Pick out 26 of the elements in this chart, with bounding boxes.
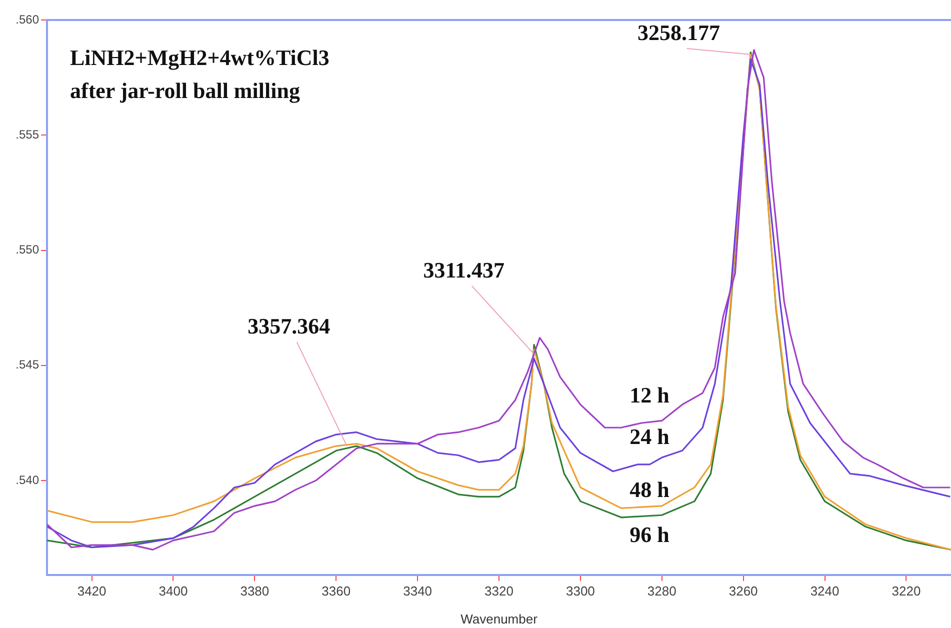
series-label: 96 h — [630, 522, 670, 547]
x-tick-label: 3220 — [892, 583, 921, 598]
annotation: 3258.177 — [638, 20, 720, 46]
annotation: 3357.364 — [248, 314, 330, 339]
x-tick-label: 3280 — [647, 583, 676, 598]
text: after jar-roll ball milling — [70, 78, 300, 103]
series-label: 24 h — [630, 424, 670, 450]
x-tick-label: 3360 — [322, 583, 351, 598]
y-tick-label: .560 — [16, 12, 40, 26]
y-tick-label: .550 — [16, 242, 40, 257]
x-tick-label: 3320 — [484, 583, 514, 598]
series-label: 48 h — [630, 476, 670, 502]
series-label: 12 h — [630, 382, 670, 408]
x-tick-label: 3240 — [810, 583, 840, 598]
x-tick-label: 3300 — [566, 583, 595, 598]
annotation: 3311.437 — [423, 258, 505, 283]
x-tick-label: 3400 — [158, 583, 188, 598]
x-tick-label: 3260 — [728, 583, 758, 598]
x-tick-label: 3380 — [240, 583, 270, 598]
y-tick-label: .540 — [16, 472, 40, 487]
x-tick-label: 3420 — [77, 583, 106, 598]
y-tick-label: .545 — [16, 358, 40, 372]
y-tick-label: .555 — [16, 127, 40, 142]
text: LiNH2+MgH2+4wt%TiCl3 — [70, 45, 330, 70]
x-tick-label: 3340 — [403, 583, 432, 598]
x-axis-title: Wavenumber — [460, 612, 538, 627]
